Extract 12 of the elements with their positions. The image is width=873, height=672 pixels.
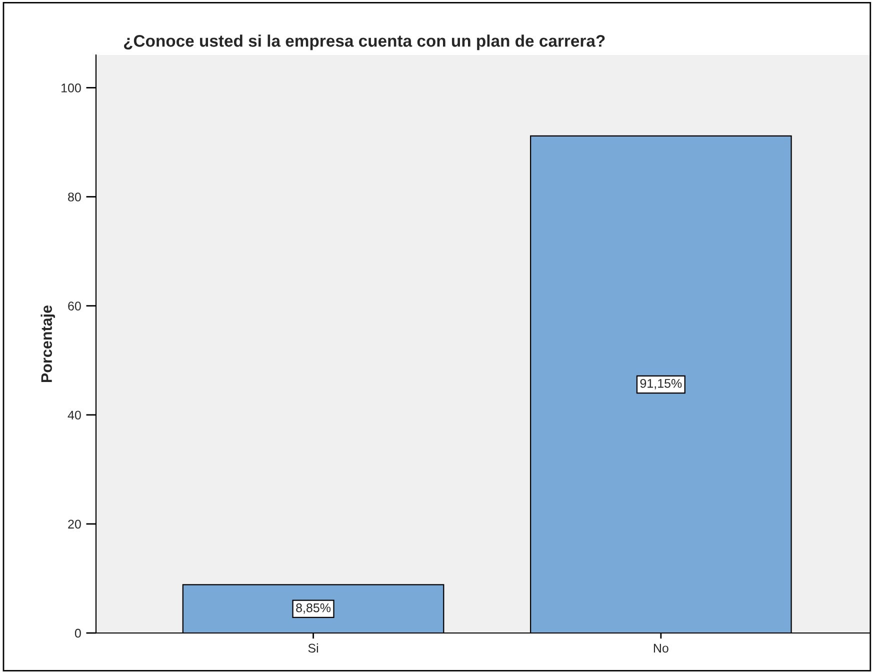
data-label: 91,15% [640,378,682,390]
y-tick-label: 0 [74,628,81,638]
data-label: 8,85% [296,603,331,614]
y-axis-title: Porcentaje [40,305,56,382]
y-tick-label: 20 [68,520,81,529]
x-tick-label: Si [308,643,318,653]
y-tick-label: 100 [62,84,81,92]
y-tick-label: 80 [68,192,81,202]
y-tick-label: 40 [68,410,81,420]
y-tick-label: 60 [68,302,81,310]
x-tick-label: No [654,644,668,653]
chart-title: ¿Conoce usted si la empresa cuenta con un plan de carrera? [124,34,605,50]
